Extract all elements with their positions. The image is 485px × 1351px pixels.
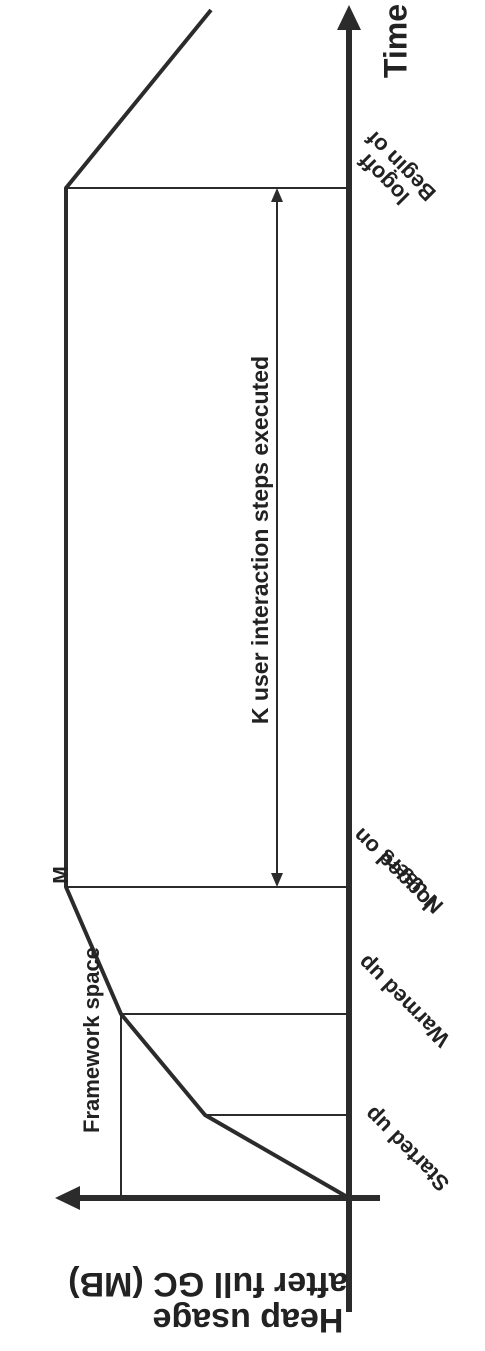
framework-space-label: Framework space [79,947,104,1133]
heap-usage-curve [64,8,350,1200]
k-steps-label: K user interaction steps executed [247,356,273,724]
n-users-label-line2: logged on [348,823,440,915]
time-axis-label: Time [377,4,413,78]
y-axis-label-line2: after full GC (MB) [68,1265,348,1303]
y-axis-label-line1: Heap usage [153,1301,344,1339]
started-up-label: Started up [360,1102,455,1197]
k-steps-arrowhead-bottom [271,873,283,887]
m-marker: M [50,866,73,884]
heap-axis-arrowhead [55,1186,80,1210]
warmed-up-label: Warmed up [353,950,455,1052]
k-steps-arrowhead-top [271,188,283,202]
time-axis-arrowhead [337,5,361,30]
